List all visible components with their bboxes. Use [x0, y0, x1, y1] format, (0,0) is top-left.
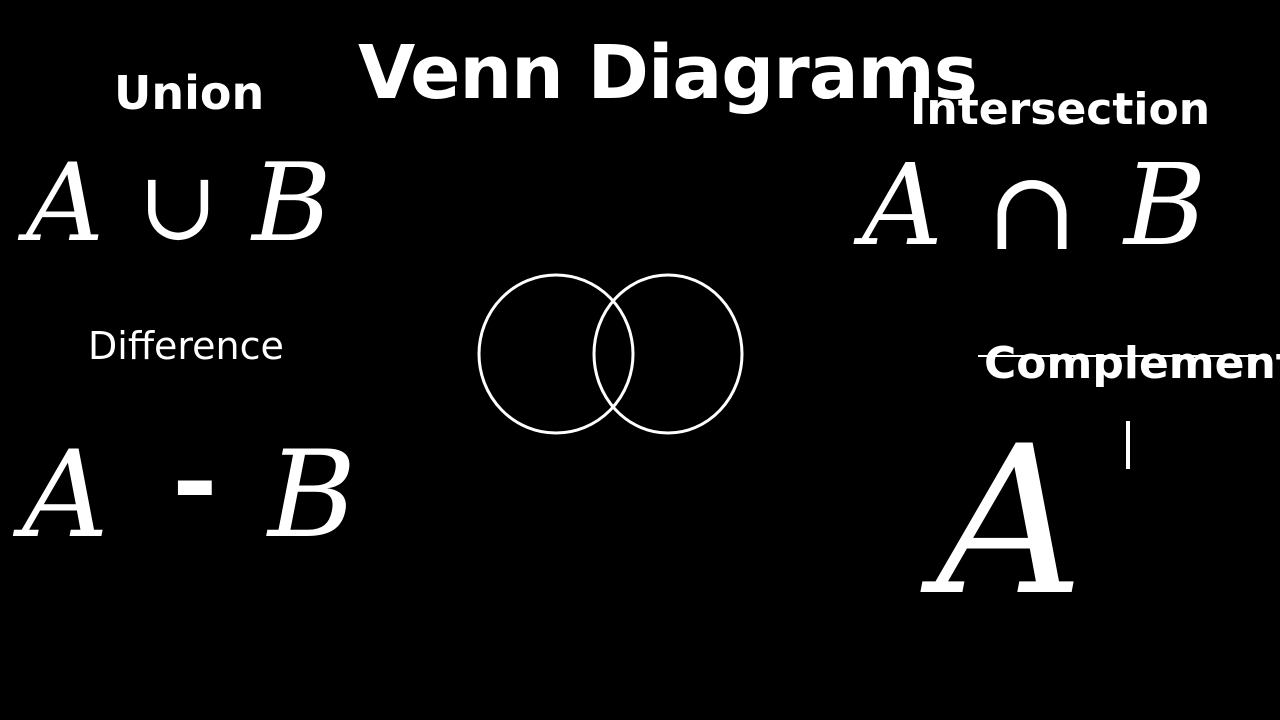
difference-label: Difference	[88, 324, 284, 368]
union-label: Union	[114, 66, 265, 120]
complement-set-a: A	[936, 403, 1085, 641]
difference-set-a: A	[22, 426, 109, 565]
intersection-operator: ∩	[986, 147, 1079, 275]
difference-set-b: B	[268, 426, 357, 565]
intersection-set-b: B	[1124, 141, 1207, 271]
union-set-a: A	[26, 141, 104, 266]
venn-circle-b	[592, 273, 744, 435]
difference-operator: -	[172, 414, 218, 543]
venn-circle-a	[477, 273, 635, 435]
intersection-label: Intersection	[910, 84, 1211, 135]
complement-label: Complement	[984, 338, 1280, 389]
union-set-b: B	[252, 141, 332, 266]
venn-diagram	[477, 273, 744, 435]
complement-prime-mark	[1126, 421, 1130, 469]
page-title: Venn Diagrams	[358, 30, 978, 116]
intersection-set-a: A	[862, 141, 943, 271]
union-operator: ∪	[138, 150, 219, 262]
complement-overline	[978, 355, 1270, 357]
